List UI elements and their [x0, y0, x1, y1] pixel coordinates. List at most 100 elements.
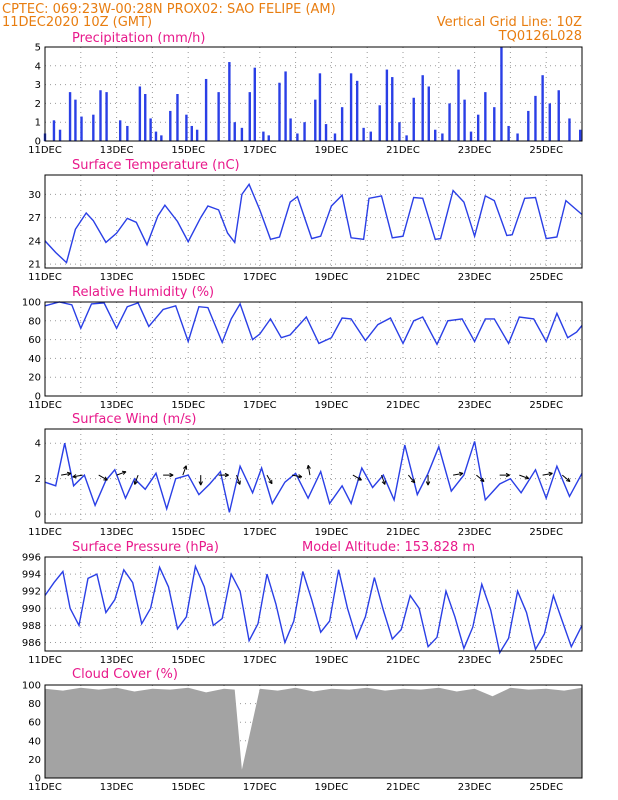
y-tick-label: 994: [22, 570, 41, 581]
wind-arrow: [407, 474, 416, 484]
precip-bar: [248, 92, 251, 141]
wind-arrow-head: [236, 480, 241, 485]
wind-arrow: [218, 472, 229, 478]
wind-arrow: [499, 472, 510, 478]
temperature-panel: Surface Temperature (nC) 21 24 27 30 11DEC 13…: [28, 158, 583, 283]
precip-bar: [262, 131, 265, 141]
wind-arrow-shaft: [407, 474, 416, 484]
wind-arrow: [61, 471, 72, 477]
precip-bar: [74, 99, 77, 141]
wind-arrow-shaft: [307, 465, 311, 476]
y-tick-label: 20: [28, 755, 41, 766]
precip-bar: [144, 94, 147, 141]
precip-bar: [527, 110, 530, 141]
x-tick-label: 21DEC: [386, 400, 420, 411]
x-tick-label: 11DEC: [28, 400, 62, 411]
wind-arrow-shaft: [61, 472, 72, 476]
y-tick-label: 60: [28, 718, 41, 729]
y-tick-label: 996: [22, 553, 41, 564]
y-tick-label: 3: [35, 80, 41, 91]
plot-frame: [44, 428, 583, 524]
x-tick-label: 11DEC: [28, 145, 62, 156]
x-tick-label: 15DEC: [171, 145, 205, 156]
precip-bar: [58, 129, 62, 141]
precip-bar: [324, 124, 328, 141]
x-tick-label: 23DEC: [458, 782, 492, 793]
precip-bar: [355, 80, 359, 141]
y-tick-label: 992: [22, 587, 41, 598]
wind-arrow: [72, 474, 83, 479]
precip-bar: [176, 94, 179, 141]
precip-bar: [240, 127, 244, 141]
wind-arrow-shaft: [381, 474, 386, 485]
x-tick-label: 19DEC: [315, 782, 349, 793]
wind-arrow-shaft: [476, 474, 485, 482]
y-tick-label: 27: [28, 213, 41, 224]
y-tick-label: 80: [28, 699, 41, 710]
y-tick-label: 990: [22, 604, 41, 615]
precip-bar: [185, 114, 188, 141]
x-tick-label: 11DEC: [28, 655, 62, 666]
wind-arrow: [236, 474, 241, 485]
precip-bar: [154, 131, 158, 141]
precip-bar: [92, 114, 95, 141]
x-tick-label: 25DEC: [529, 527, 563, 538]
precip-bar: [233, 122, 236, 141]
x-tick-label: 21DEC: [386, 145, 420, 156]
precip-bar: [105, 92, 108, 141]
x-tick-label: 17DEC: [243, 527, 277, 538]
precip-bar: [278, 82, 281, 141]
precip-bar: [204, 78, 208, 141]
y-tick-label: 40: [28, 354, 41, 365]
precip-bar: [138, 86, 142, 141]
wind-arrow-shaft: [116, 471, 127, 476]
x-tick-label: 17DEC: [243, 655, 277, 666]
precip-bar: [314, 99, 317, 141]
precip-bar: [568, 118, 571, 141]
header-run-time: 11DEC2020 10Z (GMT): [2, 15, 152, 30]
y-tick-label: 4: [35, 439, 41, 450]
precip-bar: [457, 69, 460, 141]
y-tick-label: 4: [35, 61, 41, 72]
y-tick-label: 100: [22, 681, 41, 692]
precip-bar: [80, 116, 83, 141]
precip-bar: [548, 103, 551, 141]
x-tick-label: 23DEC: [458, 655, 492, 666]
precip-bar: [484, 92, 487, 141]
y-tick-label: 988: [22, 621, 41, 632]
wind-line: [44, 441, 583, 513]
wind-arrow-head: [183, 465, 188, 470]
wind-arrow-head: [72, 474, 77, 479]
precip-bar: [412, 97, 415, 141]
humidity-line: [44, 301, 583, 346]
precip-bar: [476, 114, 480, 141]
precip-bar: [427, 86, 430, 141]
wind-arrow: [133, 474, 139, 485]
wind-arrow-head: [268, 479, 273, 485]
header-location: CPTEC: 069:23W-00:28N PROX02: SAO FELIPE…: [2, 2, 336, 17]
y-tick-label: 0: [35, 392, 41, 403]
wind-arrow-shaft: [134, 474, 139, 485]
pressure-panel: Surface Pressure (hPa) Model Altitude: 1…: [22, 540, 583, 666]
x-tick-label: 13DEC: [100, 527, 134, 538]
model-altitude-note: Model Altitude: 153.828 m: [302, 540, 475, 555]
precip-bar: [190, 125, 193, 141]
precip-bar: [99, 90, 102, 141]
precip-bar: [421, 75, 424, 141]
x-tick-label: 15DEC: [171, 272, 205, 283]
precip-bar: [362, 127, 365, 141]
y-tick-label: 80: [28, 316, 41, 327]
y-tick-label: 1: [35, 118, 41, 129]
temperature-title: Surface Temperature (nC): [72, 158, 240, 173]
wind-arrow-shaft: [72, 474, 83, 478]
wind-arrow: [519, 474, 530, 480]
wind-arrow: [542, 471, 553, 477]
precip-bar: [195, 129, 199, 141]
x-tick-label: 13DEC: [100, 782, 134, 793]
wind-arrow: [182, 465, 188, 476]
y-tick-label: 21: [28, 260, 41, 271]
wind-arrow-shaft: [98, 474, 108, 481]
precip-bar: [340, 107, 344, 141]
wind-arrow-head: [357, 476, 362, 481]
x-tick-label: 17DEC: [243, 400, 277, 411]
